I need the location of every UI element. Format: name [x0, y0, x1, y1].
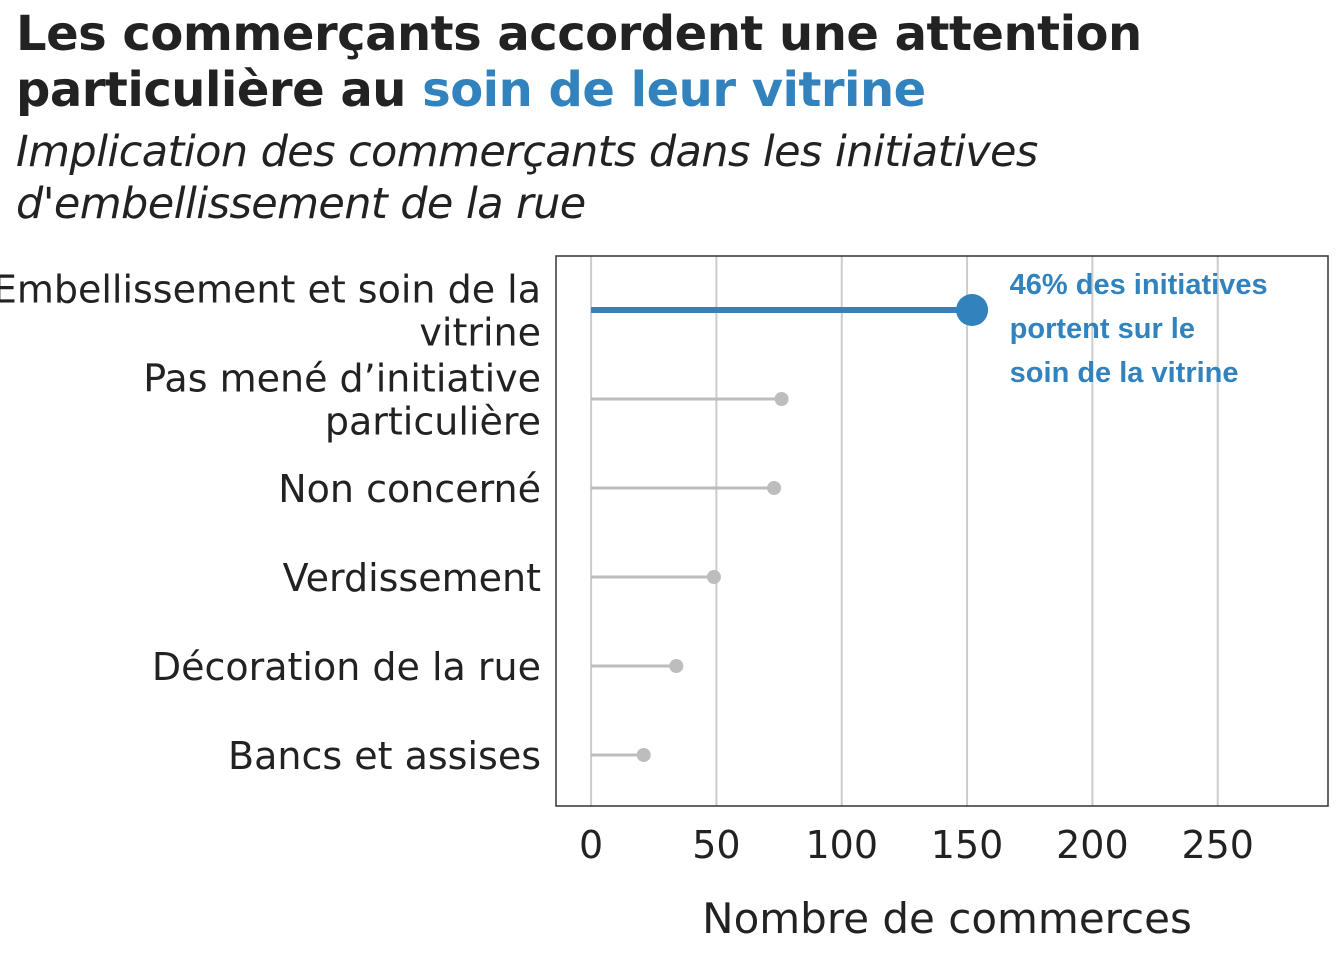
lollipop-dot	[636, 748, 651, 762]
category-label-line: Bancs et assises	[228, 734, 541, 778]
category-label: Bancs et assises	[228, 734, 541, 778]
annotation-line: portent sur le	[1010, 313, 1195, 345]
chart-title-text: Les commerçants accordent une attention …	[16, 6, 1142, 118]
annotation-line: soin de la vitrine	[1010, 357, 1239, 389]
lollipop-series	[591, 294, 989, 762]
category-label: Non concerné	[278, 467, 541, 511]
category-label-line: Non concerné	[278, 467, 541, 511]
x-axis-ticks: 0 50 100 150 200 250	[579, 823, 1254, 867]
category-label-line: Décoration de la rue	[152, 645, 541, 689]
annotation: 46% des initiatives portent sur le soin de…	[1010, 269, 1268, 389]
chart-subtitle: Implication des commerçants dans les ini…	[16, 127, 1038, 229]
category-label: Embellissement et soin de la vitrine	[0, 268, 541, 355]
x-tick-label: 250	[1181, 823, 1254, 867]
chart-title: Les commerçants accordent une attention …	[16, 6, 1326, 118]
x-tick-label: 50	[692, 823, 740, 867]
x-tick-label: 150	[931, 823, 1004, 867]
annotation-line: 46% des initiatives	[1010, 269, 1268, 301]
category-label: Décoration de la rue	[152, 645, 541, 689]
annotation-text: 46% des initiatives portent sur le soin de…	[1010, 269, 1268, 389]
lollipop-dot	[669, 659, 684, 673]
category-label: Pas mené d’initiative particulière	[143, 357, 541, 444]
lollipop-dot	[706, 570, 721, 584]
category-label-line: Pas mené d’initiative	[143, 357, 541, 401]
x-tick-label: 100	[805, 823, 878, 867]
category-label: Verdissement	[283, 556, 541, 600]
lollipop-dot	[767, 481, 782, 495]
category-label-line: Embellissement et soin de la	[0, 268, 541, 312]
x-tick-label: 0	[579, 823, 603, 867]
category-label-line: particulière	[325, 400, 541, 444]
plot-frame	[555, 255, 1329, 807]
category-label-line: vitrine	[419, 311, 541, 355]
x-tick-label: 200	[1056, 823, 1129, 867]
chart-title-highlight: soin de leur vitrine	[422, 62, 926, 118]
category-label-line: Verdissement	[283, 556, 541, 600]
grid-lines	[590, 256, 1219, 806]
lollipop-dot	[774, 392, 789, 406]
x-axis-title: Nombre de commerces	[702, 894, 1192, 943]
lollipop-dot-highlight	[956, 294, 989, 326]
